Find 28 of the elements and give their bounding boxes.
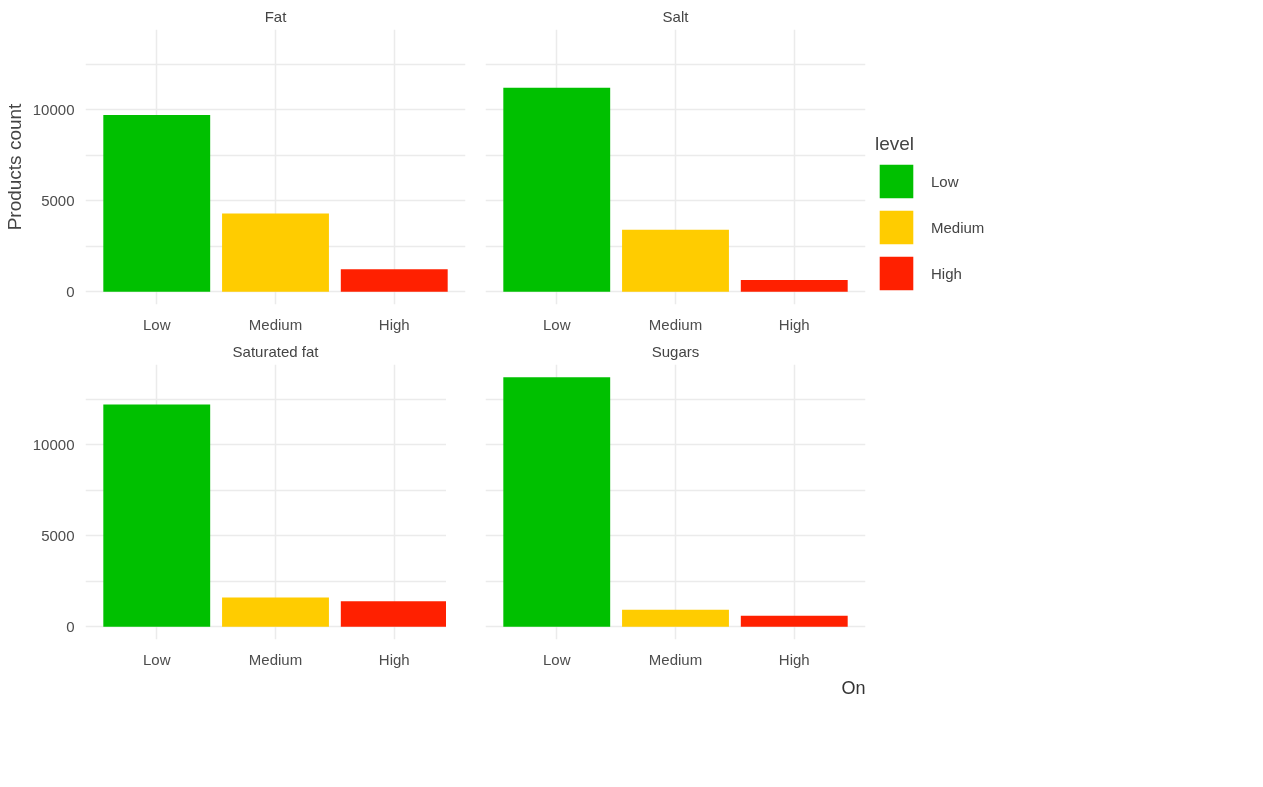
- x-tick-label: Low: [542, 650, 571, 668]
- y-tick-label: 5000: [41, 526, 75, 544]
- legend-title: level: [875, 133, 916, 155]
- x-tick-label: High: [378, 650, 410, 668]
- legend-label: Low: [931, 172, 959, 190]
- y-tick-label: 10000: [32, 100, 75, 118]
- x-tick-label: High: [778, 650, 810, 668]
- chart-title: Saturated fat: [232, 342, 320, 360]
- x-tick-label: Low: [142, 650, 171, 668]
- x-tick-label: High: [378, 315, 410, 333]
- chart-title: Sugars: [651, 342, 700, 360]
- x-tick-label: Medium: [248, 315, 303, 333]
- chart-title: Salt: [662, 7, 690, 25]
- legend-label: Medium: [931, 218, 985, 236]
- x-tick-label: Medium: [648, 315, 703, 333]
- x-tick-label: Medium: [648, 650, 703, 668]
- chart-title: Fat: [264, 7, 288, 25]
- y-tick-label: 10000: [32, 435, 75, 453]
- x-tick-label: Medium: [248, 650, 303, 668]
- text: On: [841, 677, 866, 698]
- legend-label: High: [931, 264, 962, 282]
- y-tick-label: 0: [66, 282, 75, 300]
- y-axis-title: Products count: [3, 102, 25, 231]
- y-tick-label: 0: [66, 617, 75, 635]
- x-tick-label: Low: [542, 315, 571, 333]
- x-tick-label: High: [778, 315, 810, 333]
- x-tick-label: Low: [142, 315, 171, 333]
- y-tick-label: 5000: [41, 191, 75, 209]
